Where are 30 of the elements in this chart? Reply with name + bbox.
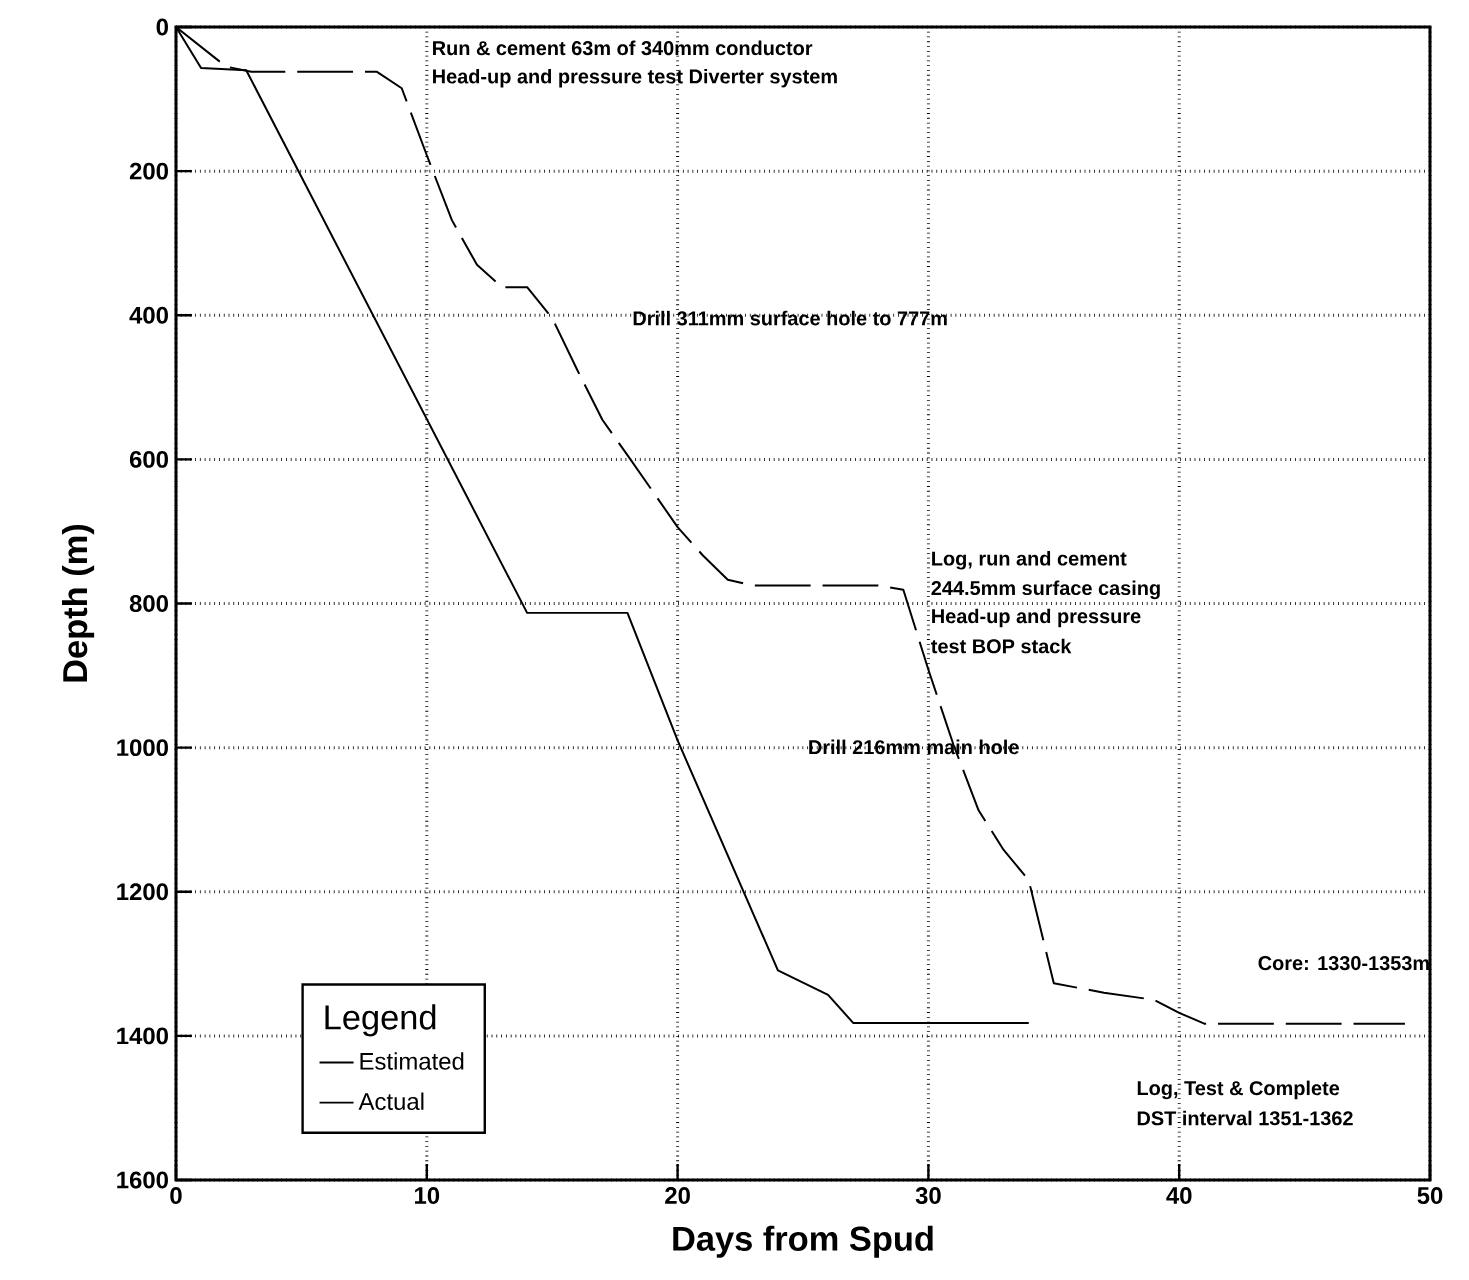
y-tick-label: 400: [129, 306, 168, 324]
legend-title: Legend: [325, 1004, 436, 1037]
annotation: DST interval 1351-1362: [1137, 1110, 1353, 1126]
legend-label: Estimated: [360, 1052, 464, 1070]
annotation: Log, Test & Complete: [1137, 1080, 1340, 1100]
y-axis-title: Depth (m): [62, 524, 95, 682]
y-tick-label: 0: [156, 18, 168, 36]
y-tick-label: 1400: [117, 1027, 168, 1045]
y-tick-label: 800: [129, 595, 168, 612]
y-tick-label: 1600: [117, 1171, 168, 1189]
y-tick-label: 1200: [117, 883, 168, 901]
x-tick-label: 0: [170, 1187, 182, 1204]
annotation: 244.5mm surface casing: [931, 580, 1160, 600]
x-tick-label: 40: [1166, 1187, 1192, 1204]
x-tick-label: 50: [1417, 1187, 1443, 1204]
annotation: Run & cement 63m of 340mm conductor: [433, 40, 813, 56]
annotation: Log, run and cement: [932, 550, 1127, 570]
x-tick-label: 20: [665, 1187, 690, 1204]
annotation: Core: 1330-1353m: [1258, 956, 1429, 971]
annotation: Head-up and pressure test Diverter system: [433, 68, 837, 88]
y-tick-label: 600: [129, 450, 168, 468]
annotation: Drill 311mm surface hole to 777m: [633, 310, 947, 326]
annotation: Head-up and pressure: [932, 608, 1141, 628]
x-tick-label: 30: [915, 1187, 941, 1205]
legend-label: Actual: [358, 1092, 424, 1111]
x-tick-label: 10: [415, 1187, 440, 1204]
x-axis-title: Days from Spud: [673, 1225, 933, 1258]
y-tick-label: 1000: [117, 739, 168, 757]
y-tick-label: 200: [129, 162, 168, 180]
annotation: test BOP stack: [931, 638, 1072, 654]
